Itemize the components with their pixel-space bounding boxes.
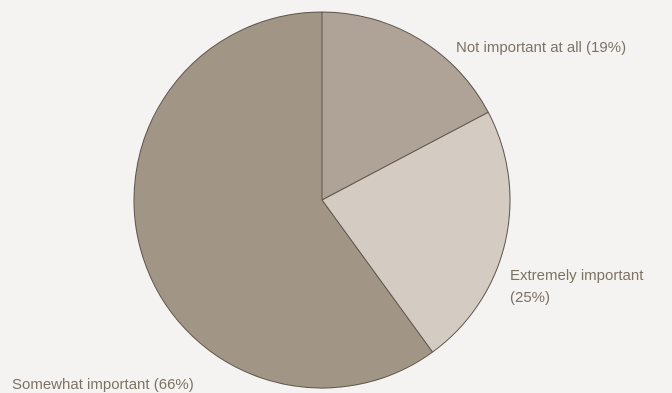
slice-extremely-important [321, 111, 511, 353]
slice-label-not-important: Not important at all (19%) [456, 39, 626, 56]
slice-label-extremely-important: Extremely important [510, 267, 644, 284]
slice-label-extremely-important-pct: (25%) [510, 289, 550, 306]
slice-somewhat-important [133, 11, 434, 389]
pie-slices [133, 11, 511, 389]
slice-label-somewhat-important: Somewhat important (66%) [12, 376, 194, 393]
slice-not-important [321, 11, 489, 201]
